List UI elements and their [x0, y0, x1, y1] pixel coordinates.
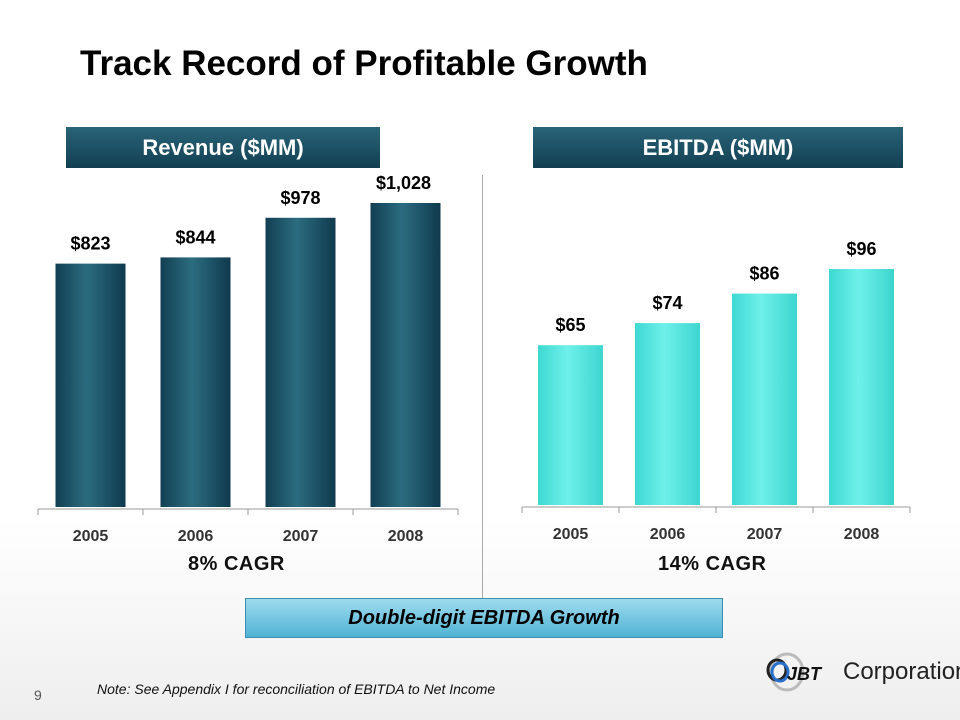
- x-tick-label: 2005: [553, 526, 589, 543]
- x-tick-label: 2008: [388, 528, 424, 545]
- bar-2006: [635, 323, 700, 505]
- footnote: Note: See Appendix I for reconciliation …: [97, 681, 496, 697]
- logo-text: Corporation: [843, 658, 960, 685]
- bar-2008: [370, 203, 441, 507]
- revenue-cagr: 8% CAGR: [188, 553, 285, 575]
- data-label: $74: [652, 293, 682, 313]
- x-tick-label: 2006: [178, 528, 214, 545]
- data-label: $96: [846, 239, 876, 259]
- jbt-logo-mark-icon: JBT: [766, 652, 823, 692]
- bar-2005: [55, 263, 126, 507]
- ebitda-chart-header: EBITDA ($MM): [533, 127, 903, 168]
- bar-2007: [265, 217, 336, 507]
- data-label: $65: [555, 315, 585, 335]
- jbt-logo: JBT Corporation: [765, 650, 960, 694]
- revenue-chart-header: Revenue ($MM): [66, 127, 380, 168]
- bar-2007: [732, 293, 797, 505]
- page-number: 9: [34, 687, 42, 703]
- data-label: $823: [70, 234, 110, 254]
- data-label: $86: [749, 264, 779, 284]
- bar-2006: [160, 257, 231, 507]
- data-label: $844: [175, 227, 215, 247]
- divider: [482, 175, 483, 600]
- bar-2005: [538, 345, 603, 505]
- ebitda-growth-banner: Double-digit EBITDA Growth: [245, 598, 723, 638]
- x-tick-label: 2005: [73, 528, 109, 545]
- svg-text:JBT: JBT: [787, 664, 823, 684]
- slide-title: Track Record of Profitable Growth: [80, 44, 648, 83]
- x-tick-label: 2006: [650, 526, 686, 543]
- x-tick-label: 2008: [844, 526, 880, 543]
- data-label: $978: [280, 188, 320, 208]
- ebitda-cagr: 14% CAGR: [658, 553, 767, 575]
- bar-2008: [829, 269, 894, 505]
- x-tick-label: 2007: [283, 528, 319, 545]
- x-tick-label: 2007: [747, 526, 783, 543]
- data-label: $1,028: [376, 173, 431, 193]
